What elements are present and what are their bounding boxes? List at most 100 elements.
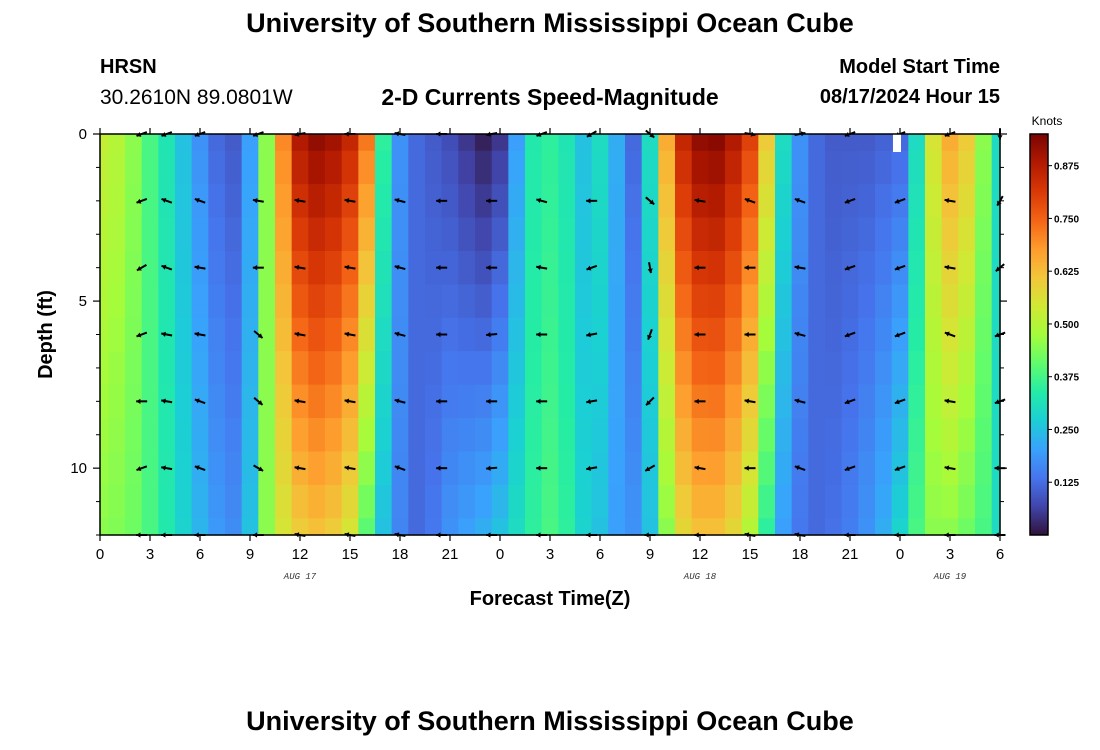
heatmap-cell [508, 418, 526, 453]
heatmap-cell [258, 184, 276, 219]
heatmap-cell [891, 351, 909, 386]
x-tick-label: 18 [392, 546, 409, 563]
heatmap-cell [141, 384, 159, 419]
heatmap-cell [758, 150, 776, 185]
heatmap-cell [691, 217, 709, 252]
heatmap-cell [991, 418, 1001, 453]
heatmap-cell [725, 451, 743, 486]
heatmap-cell [708, 317, 726, 352]
heatmap-cell [441, 284, 459, 319]
heatmap-cell [225, 351, 243, 386]
current-vector-arrow [694, 331, 706, 338]
heatmap-cell [608, 418, 626, 453]
heatmap-cell [591, 518, 609, 536]
heatmap-cell [408, 284, 426, 319]
heatmap-cell [108, 484, 126, 519]
heatmap-cell [275, 134, 293, 152]
heatmap-cell [241, 250, 259, 285]
heatmap-cell [658, 184, 676, 219]
heatmap-cell [341, 150, 359, 185]
heatmap-cell [525, 317, 543, 352]
heatmap-cell [475, 250, 493, 285]
heatmap-cell [825, 518, 843, 536]
heatmap-cell [508, 217, 526, 252]
heatmap-cell [458, 134, 476, 152]
date-label: AUG 19 [933, 572, 967, 582]
heatmap-cell [175, 418, 193, 453]
heatmap-cell [608, 317, 626, 352]
heatmap-cell [241, 284, 259, 319]
heatmap-cell [525, 184, 543, 219]
heatmap-cell [675, 184, 693, 219]
heatmap-cell [808, 284, 826, 319]
heatmap-cell [725, 384, 743, 419]
heatmap-cell [808, 134, 826, 152]
heatmap-cell [291, 518, 309, 536]
heatmap-cell [675, 418, 693, 453]
heatmap-cell [241, 484, 259, 519]
heatmap-cell [591, 484, 609, 519]
current-vector-arrow [344, 465, 356, 471]
x-tick-label: 3 [546, 546, 554, 563]
heatmap-cell [625, 518, 643, 536]
heatmap-cell [908, 217, 926, 252]
current-vector-arrow [136, 465, 148, 472]
heatmap-cell [158, 134, 176, 152]
heatmap-cell [108, 284, 126, 319]
heatmap-cell [708, 384, 726, 419]
plot-title: 2-D Currents Speed-Magnitude [381, 84, 719, 110]
heatmap-cell [941, 217, 959, 252]
heatmap-cell [608, 518, 626, 536]
heatmap-cell [608, 384, 626, 419]
heatmap-cell [191, 351, 209, 386]
heatmap-cell [558, 518, 576, 536]
current-vector-arrow [586, 198, 598, 204]
heatmap-cell [541, 317, 559, 352]
heatmap-cell [541, 134, 559, 152]
heatmap-cell [408, 384, 426, 419]
heatmap-cell [291, 134, 309, 152]
heatmap-cell [175, 518, 193, 536]
heatmap-cell [508, 317, 526, 352]
heatmap-cell [225, 150, 243, 185]
heatmap-cell [608, 250, 626, 285]
current-vector-arrow [194, 264, 206, 271]
heatmap-cell [325, 217, 343, 252]
heatmap-cell [675, 134, 693, 152]
heatmap-cell [775, 184, 793, 219]
heatmap-cell [625, 184, 643, 219]
heatmap-cell [825, 284, 843, 319]
heatmap-cell [591, 284, 609, 319]
heatmap-cell [908, 418, 926, 453]
heatmap-cell [208, 418, 226, 453]
heatmap-cell [358, 518, 376, 536]
heatmap-cell [408, 150, 426, 185]
heatmap-cell [325, 150, 343, 185]
current-vector-arrow [253, 330, 264, 339]
current-vector-arrow [644, 464, 656, 472]
heatmap-cell [525, 250, 543, 285]
heatmap-cell [491, 451, 509, 486]
heatmap-cell [508, 451, 526, 486]
heatmap-cell [575, 418, 593, 453]
current-vector-arrow [844, 398, 856, 405]
heatmap-cell [541, 150, 559, 185]
heatmap-cell [508, 150, 526, 185]
heatmap-cell [958, 134, 976, 152]
heatmap-cell [108, 184, 126, 219]
heatmap-cell [725, 217, 743, 252]
current-vector-arrow [536, 465, 548, 471]
heatmap-cell [908, 351, 926, 386]
heatmap-cell [525, 384, 543, 419]
heatmap-cell [325, 351, 343, 386]
heatmap-cell [341, 484, 359, 519]
heatmap-cell [275, 451, 293, 486]
heatmap-cell [908, 384, 926, 419]
heatmap-cell [825, 250, 843, 285]
heatmap-cell [441, 217, 459, 252]
heatmap-cell [308, 134, 326, 152]
heatmap-cell [641, 418, 659, 453]
heatmap-cell [141, 418, 159, 453]
heatmap-cell [708, 134, 726, 152]
heatmap-cell [100, 451, 109, 486]
